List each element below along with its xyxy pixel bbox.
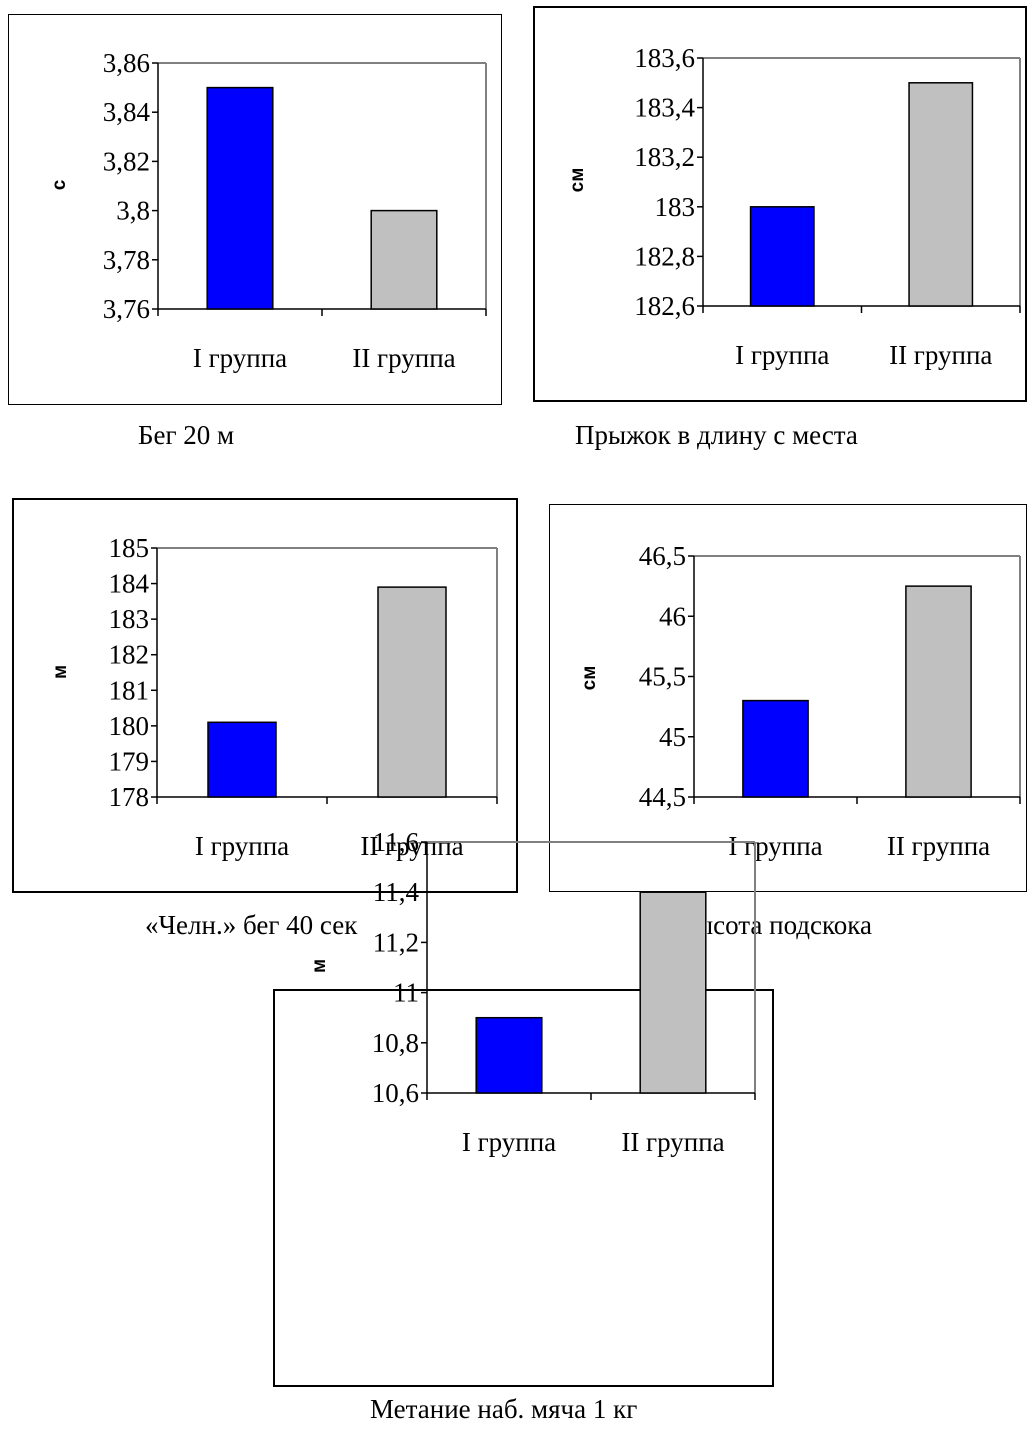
y-tick-label-shuttle-run: 178 — [109, 782, 150, 812]
y-tick-label-run-20m: 3,78 — [103, 245, 150, 275]
x-category-label-long-jump: I группа — [735, 340, 829, 370]
y-tick-label-long-jump: 183 — [655, 192, 696, 222]
bar-long-jump-1 — [749, 206, 815, 307]
chart-caption-shuttle-run: «Челн.» бег 40 сек — [145, 910, 358, 940]
y-tick-label-run-20m: 3,76 — [103, 294, 150, 324]
y-tick-label-shuttle-run: 180 — [109, 711, 150, 741]
y-tick-label-long-jump: 183,6 — [634, 43, 695, 73]
y-tick-label-long-jump: 183,4 — [634, 93, 695, 123]
y-tick-label-jump-height: 45,5 — [639, 662, 686, 692]
y-tick-label-run-20m: 3,84 — [103, 97, 151, 127]
y-tick-label-jump-height: 46,5 — [639, 541, 686, 571]
y-tick-label-run-20m: 3,82 — [103, 146, 150, 176]
y-tick-label-shuttle-run: 185 — [109, 533, 150, 563]
y-tick-label-ball-throw: 11,6 — [373, 827, 419, 857]
y-tick-label-run-20m: 3,86 — [103, 48, 150, 78]
y-axis-unit-label-ball-throw: м — [309, 959, 330, 973]
y-axis-unit-label-shuttle-run: м — [50, 665, 71, 679]
y-tick-label-shuttle-run: 181 — [109, 675, 150, 705]
y-tick-label-ball-throw: 10,8 — [372, 1028, 419, 1058]
y-axis-unit-label-run-20m: с — [49, 179, 70, 190]
x-category-label-jump-height: II группа — [887, 831, 990, 861]
y-tick-label-shuttle-run: 184 — [109, 569, 150, 599]
y-tick-label-shuttle-run: 182 — [109, 640, 150, 670]
bar-run-20m-1 — [206, 86, 274, 310]
y-tick-label-long-jump: 183,2 — [634, 142, 695, 172]
y-tick-label-ball-throw: 10,6 — [372, 1078, 419, 1108]
bar-jump-height-1 — [742, 699, 809, 798]
bar-ball-throw-1 — [475, 1016, 543, 1094]
bar-shuttle-run-2 — [377, 586, 447, 798]
y-tick-label-long-jump: 182,6 — [634, 291, 695, 321]
bar-jump-height-2 — [905, 585, 972, 798]
y-tick-label-jump-height: 46 — [659, 601, 686, 631]
chart-caption-long-jump: Прыжок в длину с места — [575, 420, 858, 450]
y-tick-label-shuttle-run: 183 — [109, 604, 150, 634]
y-tick-label-jump-height: 44,5 — [639, 782, 686, 812]
bar-long-jump-2 — [908, 82, 974, 307]
x-category-label-shuttle-run: I группа — [195, 831, 289, 861]
y-tick-label-run-20m: 3,8 — [116, 196, 150, 226]
bar-run-20m-2 — [370, 209, 438, 310]
bar-shuttle-run-1 — [207, 721, 277, 798]
bar-ball-throw-2 — [639, 891, 707, 1094]
chart-caption-run-20m: Бег 20 м — [138, 420, 235, 450]
x-category-label-ball-throw: II группа — [621, 1127, 724, 1157]
x-category-label-run-20m: I группа — [193, 343, 287, 373]
chart-caption-ball-throw: Метание наб. мяча 1 кг — [370, 1394, 638, 1424]
x-category-label-run-20m: II группа — [352, 343, 455, 373]
y-tick-label-ball-throw: 11 — [393, 978, 419, 1008]
y-tick-label-shuttle-run: 179 — [109, 746, 150, 776]
x-category-label-shuttle-run: II группа — [360, 831, 463, 861]
y-tick-label-ball-throw: 11,4 — [373, 877, 420, 907]
x-category-label-long-jump: II группа — [889, 340, 992, 370]
y-tick-label-long-jump: 182,8 — [634, 241, 695, 271]
y-axis-unit-label-jump-height: см — [579, 666, 600, 691]
y-tick-label-jump-height: 45 — [659, 722, 686, 752]
y-axis-unit-label-long-jump: см — [567, 168, 588, 193]
y-tick-label-ball-throw: 11,2 — [373, 927, 419, 957]
x-category-label-ball-throw: I группа — [462, 1127, 556, 1157]
chart-caption-jump-height: Высота подскока — [677, 910, 872, 940]
x-category-label-jump-height: I группа — [728, 831, 822, 861]
